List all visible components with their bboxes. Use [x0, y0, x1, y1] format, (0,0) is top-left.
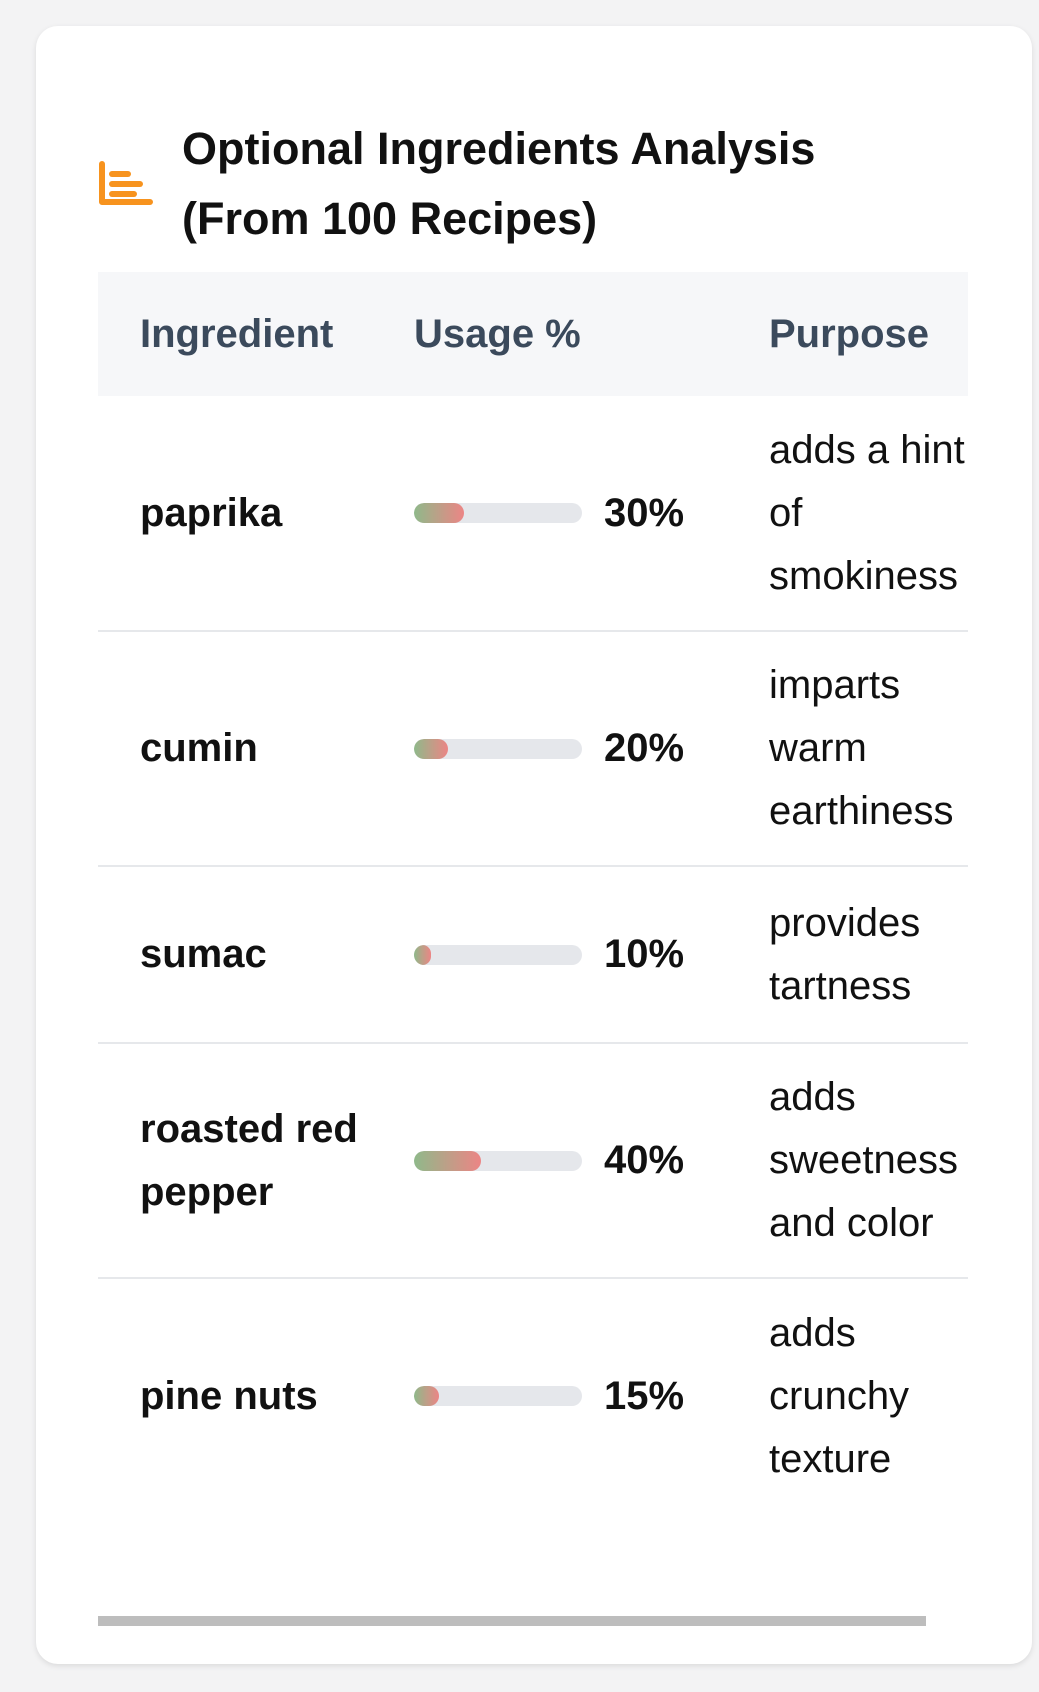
table-row: pine nuts 15% adds crunchy texture [98, 1278, 968, 1513]
purpose-cell: provides tartness [769, 900, 921, 1008]
usage-percent: 30% [604, 490, 685, 535]
table-row: sumac 10% provides tartness [98, 866, 968, 1043]
card-title: Optional Ingredients Analysis (From 100 … [182, 123, 816, 244]
ingredients-table: Ingredient Usage % Purpose paprika 30% a… [98, 272, 968, 1513]
ingredient-cell: roasted red pepper [140, 1106, 358, 1214]
usage-bar-track [414, 944, 582, 965]
card-header: Optional Ingredients Analysis (From 100 … [98, 114, 998, 254]
usage-cell: 20% [414, 631, 769, 866]
table-row: roasted red pepper 40% adds sweetness an… [98, 1043, 968, 1278]
usage-bar-fill [414, 503, 465, 523]
horizontal-scrollbar[interactable] [98, 1616, 926, 1626]
purpose-cell: adds a hint of smokiness [769, 427, 965, 598]
table-header: Ingredient Usage % Purpose [98, 272, 968, 396]
usage-bar-track [414, 503, 582, 523]
ingredients-card: Optional Ingredients Analysis (From 100 … [36, 26, 1032, 1664]
ingredient-cell: cumin [140, 726, 258, 770]
usage-percent: 15% [604, 1373, 685, 1418]
usage-percent: 10% [604, 932, 685, 976]
header-row: Ingredient Usage % Purpose [98, 272, 968, 396]
usage-bar-fill [414, 738, 448, 759]
ingredient-cell: pine nuts [140, 1373, 318, 1418]
usage-cell: 10% [414, 866, 769, 1043]
ingredient-cell: sumac [140, 932, 267, 976]
table-container[interactable]: Ingredient Usage % Purpose paprika 30% a… [98, 272, 968, 1513]
usage-bar-track [414, 1386, 582, 1406]
usage-bar-fill [414, 944, 431, 965]
usage-percent: 40% [604, 1138, 685, 1182]
usage-cell: 40% [414, 1043, 769, 1278]
usage-percent: 20% [604, 726, 685, 770]
table-body: paprika 30% adds a hint of smokiness cum… [98, 396, 968, 1513]
usage-bar-track [414, 738, 582, 759]
column-header-purpose: Purpose [769, 311, 930, 356]
table-row: cumin 20% imparts warm earthiness [98, 631, 968, 866]
purpose-cell: adds sweetness and color [769, 1075, 958, 1245]
column-header-ingredient: Ingredient [140, 311, 334, 356]
usage-cell: 15% [414, 1278, 769, 1513]
table-row: paprika 30% adds a hint of smokiness [98, 396, 968, 631]
column-header-usage: Usage % [414, 311, 581, 356]
usage-cell: 30% [414, 396, 769, 631]
purpose-cell: imparts warm earthiness [769, 663, 954, 833]
purpose-cell: adds crunchy texture [769, 1310, 910, 1481]
ingredient-cell: paprika [140, 490, 283, 535]
usage-bar-fill [414, 1386, 440, 1406]
bar-chart-icon [98, 160, 154, 208]
usage-bar-track [414, 1150, 582, 1171]
usage-bar-fill [414, 1150, 482, 1171]
